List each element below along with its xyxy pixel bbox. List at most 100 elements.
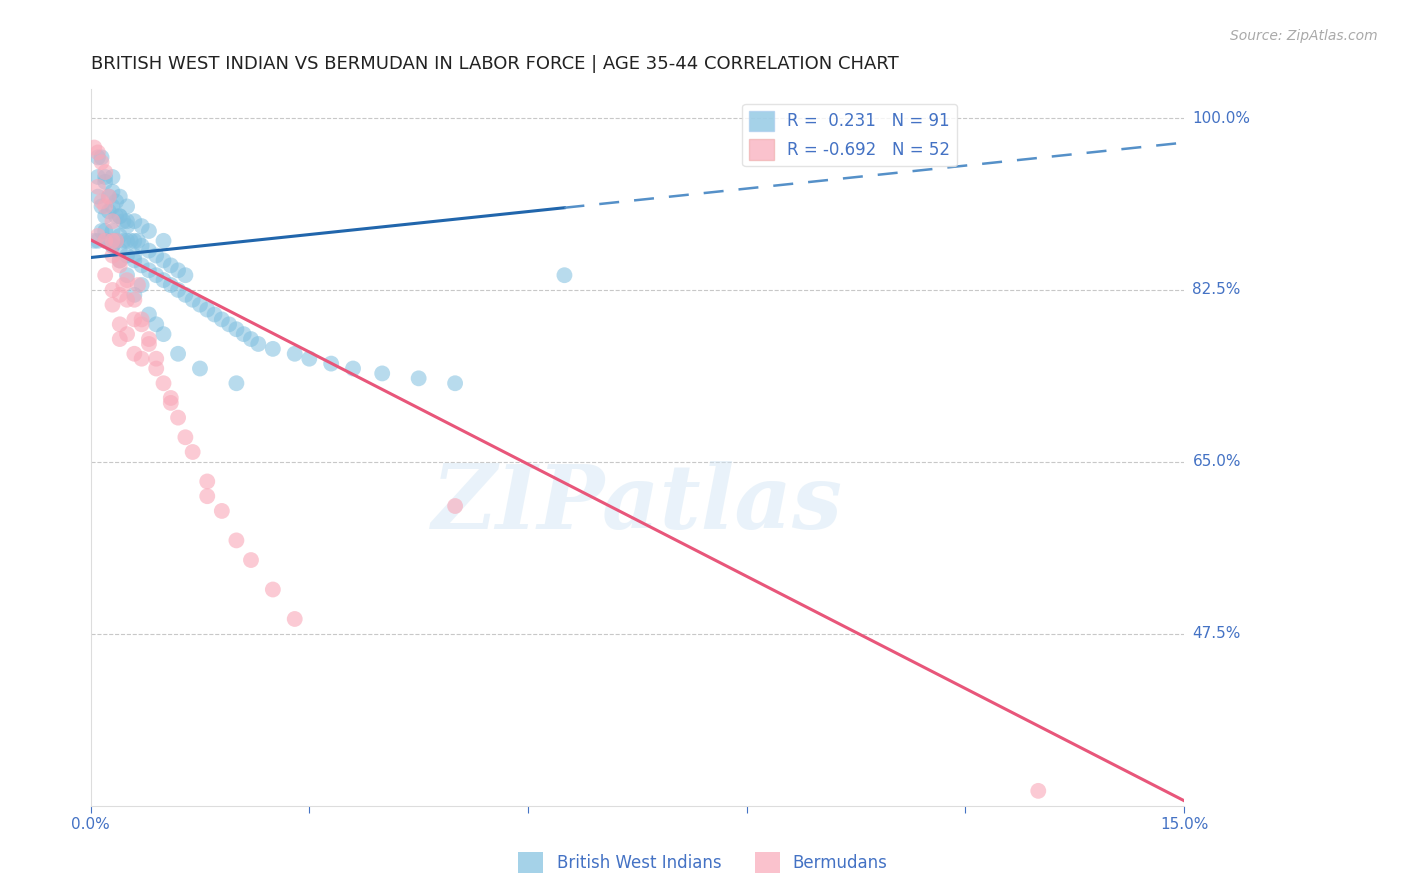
Point (124, 253, 146, 268)
Point (138, 308, 160, 322)
Point (108, 318, 131, 332)
Point (225, 322, 247, 336)
Point (108, 244, 131, 258)
Legend: R =  0.231   N = 91, R = -0.692   N = 52: R = 0.231 N = 91, R = -0.692 N = 52 (742, 104, 957, 167)
Point (115, 268, 138, 283)
Point (195, 302, 218, 317)
Point (131, 278, 153, 293)
Point (83, 234, 105, 248)
Point (94, 234, 117, 248)
Point (101, 238, 124, 252)
Text: 100.0%: 100.0% (1192, 111, 1250, 126)
Point (94, 165, 117, 179)
Point (152, 234, 174, 248)
Point (211, 312, 233, 326)
Point (284, 612, 307, 626)
Point (188, 298, 211, 312)
Point (138, 224, 160, 238)
Point (105, 234, 128, 248)
Point (94, 234, 117, 248)
Point (131, 351, 153, 366)
Point (87, 228, 110, 243)
Point (108, 332, 131, 346)
Point (444, 376, 467, 391)
Point (298, 351, 321, 366)
Point (124, 312, 146, 326)
Point (145, 268, 167, 283)
Point (94, 209, 117, 223)
Point (108, 288, 131, 302)
Point (342, 361, 364, 376)
Point (181, 293, 204, 307)
Text: BRITISH WEST INDIAN VS BERMUDAN IN LABOR FORCE | AGE 35-44 CORRELATION CHART: BRITISH WEST INDIAN VS BERMUDAN IN LABOR… (90, 55, 898, 73)
Point (204, 308, 226, 322)
Point (112, 234, 135, 248)
Point (152, 327, 174, 342)
Point (152, 253, 174, 268)
Point (188, 361, 211, 376)
Point (97, 189, 120, 203)
Point (87, 169, 110, 184)
Point (115, 219, 138, 233)
Point (120, 234, 142, 248)
Point (145, 361, 167, 376)
Legend: British West Indians, Bermudans: British West Indians, Bermudans (512, 846, 894, 880)
Point (371, 367, 394, 381)
Point (124, 249, 146, 263)
Point (90, 194, 112, 209)
Point (101, 249, 124, 263)
Point (94, 199, 117, 213)
Point (108, 209, 131, 223)
Point (174, 288, 197, 302)
Point (321, 357, 343, 371)
Point (108, 209, 131, 223)
Point (101, 214, 124, 228)
Point (262, 582, 284, 597)
Point (105, 209, 128, 223)
Point (167, 410, 190, 425)
Point (174, 268, 197, 283)
Point (145, 249, 167, 263)
Point (159, 278, 181, 293)
Point (159, 396, 181, 410)
Point (90, 155, 112, 169)
Point (553, 268, 575, 283)
Point (247, 337, 270, 351)
Point (105, 234, 128, 248)
Point (115, 199, 138, 213)
Point (115, 273, 138, 287)
Point (94, 175, 117, 189)
Point (94, 268, 117, 283)
Text: Source: ZipAtlas.com: Source: ZipAtlas.com (1230, 29, 1378, 43)
Point (444, 499, 467, 513)
Point (87, 145, 110, 160)
Point (211, 504, 233, 518)
Point (101, 199, 124, 213)
Point (87, 189, 110, 203)
Point (225, 533, 247, 548)
Point (218, 318, 240, 332)
Point (101, 283, 124, 297)
Point (131, 219, 153, 233)
Point (87, 150, 110, 164)
Point (94, 169, 117, 184)
Point (159, 259, 181, 273)
Point (90, 224, 112, 238)
Point (131, 238, 153, 252)
Point (108, 253, 131, 268)
Point (97, 189, 120, 203)
Point (127, 234, 149, 248)
Point (101, 298, 124, 312)
Point (87, 234, 110, 248)
Point (108, 228, 131, 243)
Point (97, 204, 120, 219)
Point (138, 332, 160, 346)
Point (83, 140, 105, 154)
Text: 82.5%: 82.5% (1192, 283, 1240, 297)
Point (152, 376, 174, 391)
Point (101, 169, 124, 184)
Point (195, 489, 218, 503)
Point (225, 376, 247, 391)
Point (145, 318, 167, 332)
Point (97, 234, 120, 248)
